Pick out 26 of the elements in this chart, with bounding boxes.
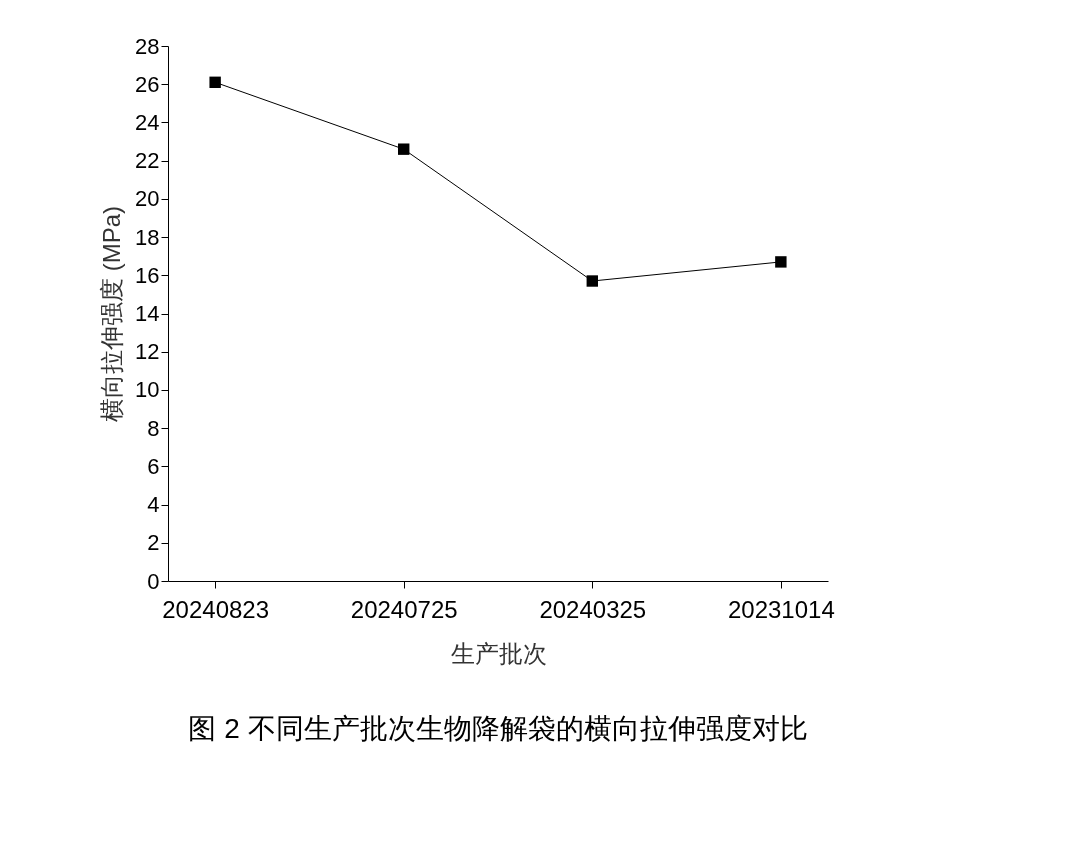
x-axis-title: 生产批次 <box>450 639 547 667</box>
y-tick-label: 20 <box>135 186 160 212</box>
x-tick-label: 20240725 <box>350 595 458 623</box>
point <box>209 76 221 88</box>
text: 图 2 不同生产批次生物降解袋的横向拉伸强度对比 <box>188 713 808 744</box>
y-tick-label: 28 <box>135 33 160 59</box>
y-tick-label: 10 <box>135 377 160 403</box>
x-tick-label: 20240325 <box>539 595 647 623</box>
y-tick-label: 16 <box>135 262 160 288</box>
point <box>775 256 787 268</box>
y-tick-label: 0 <box>147 568 160 594</box>
y-tick-label: 14 <box>135 301 160 326</box>
y-tick-label: 4 <box>147 492 160 518</box>
y-tick-label: 24 <box>135 109 160 135</box>
y-tick-label: 2 <box>147 530 160 556</box>
point <box>398 143 410 155</box>
y-tick-label: 8 <box>147 415 160 441</box>
y-tick-label: 6 <box>147 453 160 479</box>
y-tick-label: 22 <box>135 148 160 174</box>
y-tick-label: 18 <box>135 224 160 250</box>
point <box>586 275 598 287</box>
x-tick-label: 20231014 <box>727 595 835 623</box>
y-tick-label: 26 <box>135 71 160 97</box>
y-tick-label: 12 <box>135 339 160 365</box>
x-tick-label: 20240823 <box>162 595 270 623</box>
y-axis-title: 横向拉伸强度 (MPa) <box>98 206 126 422</box>
